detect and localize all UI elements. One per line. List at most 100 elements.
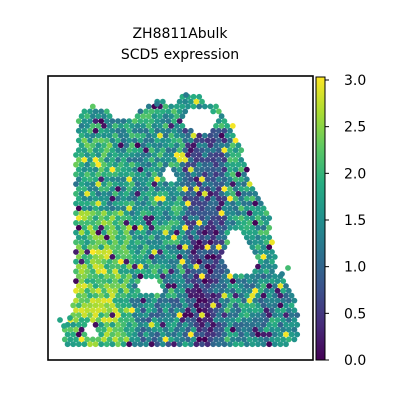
expression-spot	[78, 229, 85, 236]
expression-spot	[283, 341, 289, 348]
expression-spot	[89, 142, 96, 149]
expression-spot	[179, 171, 186, 178]
expression-spot	[204, 195, 211, 202]
expression-spot	[101, 258, 107, 265]
expression-spot	[224, 210, 231, 217]
expression-spot	[106, 123, 113, 129]
expression-spot	[159, 118, 166, 124]
expression-spot	[101, 171, 107, 178]
expression-spot	[87, 312, 93, 318]
expression-spot	[221, 176, 228, 183]
expression-spot	[255, 195, 261, 202]
expression-spot	[148, 205, 155, 212]
expression-spot	[271, 283, 278, 289]
expression-spot	[196, 142, 203, 149]
expression-spot	[280, 278, 287, 284]
expression-spot	[204, 137, 211, 144]
expression-spot	[187, 166, 194, 173]
expression-spot	[187, 186, 194, 192]
colorbar-tick-label: 3.0	[344, 73, 366, 89]
expression-spot	[103, 292, 110, 299]
expression-spot	[255, 292, 261, 299]
expression-spot	[109, 273, 116, 280]
expression-spot	[84, 152, 91, 158]
expression-spot	[238, 166, 245, 173]
expression-spot	[255, 273, 261, 280]
expression-spot	[294, 321, 301, 328]
expression-spot	[106, 249, 113, 255]
expression-spot	[238, 312, 245, 318]
expression-spot	[218, 113, 225, 120]
expression-spot	[179, 123, 186, 129]
expression-spot	[154, 101, 160, 107]
expression-spot	[84, 171, 91, 178]
expression-spot	[221, 224, 228, 231]
expression-spot	[277, 341, 284, 348]
colorbar-tick-label: 1.0	[344, 260, 366, 276]
expression-spot	[227, 127, 233, 134]
expression-spot	[126, 254, 133, 260]
expression-spot	[193, 273, 200, 280]
expression-spot	[137, 195, 144, 202]
expression-spot	[171, 215, 177, 222]
expression-spot	[238, 186, 245, 192]
expression-spot	[179, 103, 186, 110]
expression-spot	[263, 336, 270, 343]
expression-spot	[221, 127, 228, 134]
expression-spot	[126, 147, 133, 154]
expression-spot	[81, 331, 88, 338]
expression-spot	[123, 307, 130, 314]
expression-spot	[249, 302, 256, 309]
expression-spot	[165, 302, 172, 309]
expression-spot	[92, 147, 99, 154]
expression-spot	[185, 171, 191, 178]
expression-spot	[204, 205, 211, 212]
expression-spot	[210, 292, 217, 299]
expression-spot	[221, 331, 228, 338]
expression-spot	[145, 220, 152, 226]
expression-spot	[129, 229, 135, 236]
expression-spot	[106, 317, 113, 323]
expression-spot	[148, 263, 155, 270]
expression-spot	[103, 186, 110, 192]
expression-spot	[221, 292, 228, 299]
expression-spot	[117, 220, 124, 226]
expression-spot	[196, 132, 203, 139]
expression-spot	[129, 220, 135, 226]
expression-spot	[154, 157, 161, 163]
expression-spot	[193, 157, 200, 163]
expression-spot	[207, 220, 214, 226]
expression-spot	[126, 118, 133, 124]
expression-spot	[187, 98, 194, 105]
expression-spot	[145, 336, 152, 343]
expression-spot	[98, 283, 105, 289]
expression-spot	[207, 132, 214, 139]
expression-spot	[229, 297, 236, 304]
expression-spot	[199, 321, 205, 328]
expression-spot	[274, 297, 281, 304]
expression-spot	[162, 123, 169, 129]
expression-spot	[87, 263, 93, 270]
expression-spot	[112, 307, 119, 314]
expression-spot	[78, 123, 85, 129]
expression-spot	[159, 224, 166, 231]
expression-spot	[271, 321, 278, 328]
expression-spot	[288, 321, 295, 328]
expression-spot	[229, 132, 236, 139]
expression-spot	[154, 147, 161, 154]
expression-spot	[129, 210, 135, 217]
expression-spot	[92, 234, 99, 241]
expression-spot	[171, 186, 177, 192]
expression-spot	[221, 263, 228, 270]
expression-spot	[98, 312, 105, 318]
expression-spot	[235, 171, 242, 178]
expression-spot	[162, 142, 169, 149]
expression-spot	[154, 195, 161, 202]
expression-spot	[148, 166, 155, 173]
expression-spot	[73, 229, 79, 236]
expression-spot	[120, 312, 127, 318]
expression-spot	[120, 234, 127, 241]
expression-spot	[182, 98, 189, 105]
expression-spot	[207, 200, 214, 207]
expression-spot	[75, 137, 82, 144]
